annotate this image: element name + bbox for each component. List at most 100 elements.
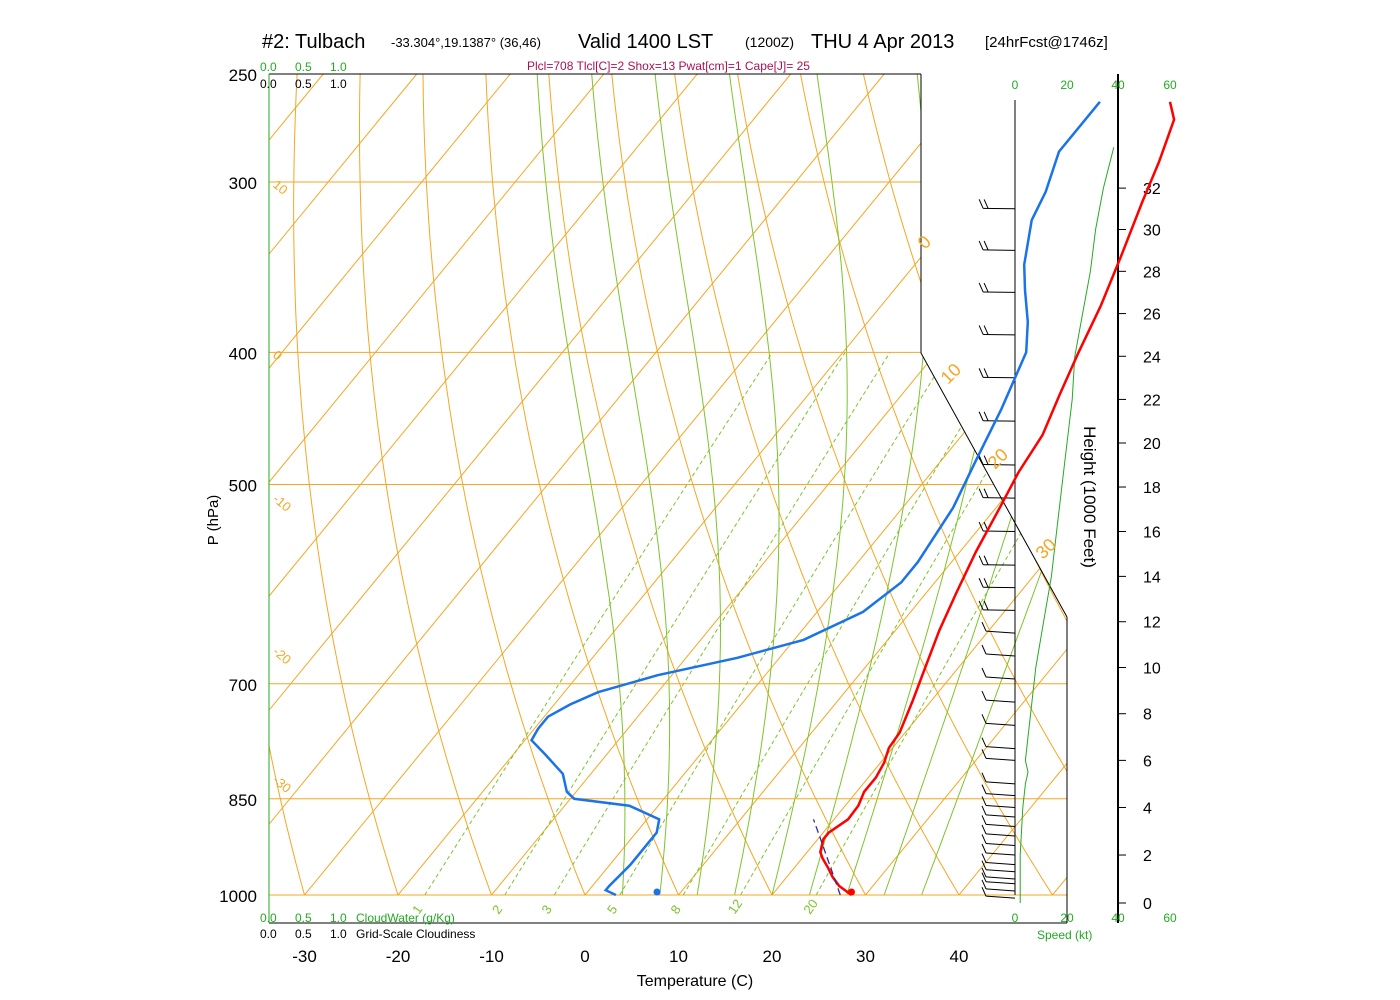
wind-barb-flag (983, 488, 989, 498)
wind-barb (981, 843, 1016, 856)
parcel-series (812, 819, 841, 896)
wind-barb-flag (981, 796, 987, 806)
moist-adiabat (654, 74, 721, 895)
height-tick-label: 2 (1143, 848, 1152, 865)
wind-barb-shaft (985, 793, 1016, 797)
wind-speed-line (1019, 147, 1115, 903)
wind-barb-shaft (985, 699, 1016, 703)
mixing-ratio-label: 5 (604, 902, 620, 917)
isotherm-line (865, 648, 1067, 895)
dry-adiabat (154, 50, 218, 924)
wind-barb-shaft (985, 888, 1016, 892)
cloudiness-tick: 1.0 (330, 927, 347, 941)
wind-barb-shaft (985, 653, 1016, 657)
wind-barb (978, 600, 1016, 611)
height-tick-label: 8 (1143, 707, 1152, 724)
height-tick-label: 28 (1143, 264, 1161, 281)
wind-barb (981, 805, 1016, 818)
mixing-ratio-line (619, 352, 950, 895)
skew-label: -20 (270, 644, 294, 668)
wind-barb-flag (978, 600, 984, 611)
forecast-date: THU 4 Apr 2013 (811, 31, 954, 53)
speed-tick: 40 (1111, 911, 1125, 925)
wind-barb-flag (981, 667, 987, 678)
y-axis-label: P (hPa) (205, 495, 222, 546)
height-tick-label: 12 (1143, 615, 1161, 632)
wind-barb-flag (981, 737, 987, 747)
wind-barb-flag (981, 879, 987, 890)
wind-barb-flag (983, 600, 989, 611)
wind-barb (978, 368, 1016, 379)
wind-barb (981, 667, 1016, 680)
isotherm-line (269, 74, 605, 483)
wind-barb-flag (981, 824, 987, 835)
cloudiness-tick: 0.0 (260, 927, 277, 941)
station-coords: -33.304°,19.1387° (36,46) (391, 35, 541, 50)
moist-adiabat (921, 499, 1067, 895)
mixing-ratio-line (504, 352, 846, 895)
wind-barb-flag (981, 772, 987, 783)
wind-barb-flag (981, 886, 987, 897)
wind-barb-flag (983, 199, 989, 209)
wind-barb-flag (981, 872, 987, 882)
isobar-lines (269, 181, 1067, 896)
speed-scale-bottom: 0 20 40 60 (1012, 911, 1177, 925)
dry-adiabat (293, 74, 399, 895)
moist-adiabat (771, 74, 848, 895)
dry-adiabat (359, 74, 493, 895)
wind-barb (981, 867, 1016, 880)
temperature-tick-label: -30 (292, 947, 317, 966)
wind-barb (981, 644, 1016, 657)
wind-barb-shaft (985, 814, 1016, 818)
wind-barb-shaft (985, 852, 1016, 856)
wind-barb-flag (978, 555, 984, 565)
height-tick-label: 6 (1143, 753, 1152, 770)
dry-adiabat (611, 74, 867, 895)
temperature-tick-label: 0 (580, 947, 589, 966)
isotherm-line (0, 74, 136, 895)
wind-barb (981, 772, 1016, 785)
isotherm-line (269, 74, 511, 369)
temperature-tick-label: 30 (856, 947, 875, 966)
isotherm-line (0, 74, 230, 895)
wind-barb-flag (978, 325, 984, 335)
dry-adiabat (548, 74, 773, 895)
moist-adiabat (536, 74, 626, 895)
cloudwater-tick: 0.0 (260, 911, 277, 925)
mixing-ratio-labels: 1 2 3 5 8 12 20 (409, 896, 821, 916)
wind-barb (978, 240, 1016, 251)
wind-barb-flag (981, 749, 987, 759)
wind-barb-flag (981, 867, 987, 878)
upper-mask (921, 74, 1067, 617)
mixing-ratio-label: 8 (667, 902, 683, 917)
wind-barb (981, 853, 1016, 866)
wind-barb (978, 488, 1016, 499)
wind-barb (981, 690, 1016, 703)
wind-barb-flag (981, 853, 987, 863)
cloudwater-tick: 0.0 (260, 60, 277, 74)
wind-barb-flag (983, 455, 989, 465)
wind-barb (981, 834, 1016, 846)
mixing-ratio-label: 3 (538, 902, 554, 917)
pressure-tick-label: 850 (229, 791, 257, 810)
speed-tick: 0 (1012, 78, 1019, 92)
temperature-tick-label: -10 (479, 947, 504, 966)
skew-label: 10 (270, 177, 291, 198)
wind-barb-shaft (985, 676, 1016, 680)
wind-barb-flag (978, 488, 984, 498)
cloudiness-scale-top: 0.0 0.5 1.0 (260, 77, 347, 91)
pressure-tick-label: 700 (229, 676, 257, 695)
isotherm-line (1146, 74, 1400, 895)
pressure-tick-label: 400 (229, 344, 257, 363)
wind-barb-flag (978, 199, 984, 209)
skew-label: -10 (270, 491, 294, 515)
wind-barb-flag (981, 784, 987, 794)
dry-adiabat (737, 74, 1054, 895)
speed-tick: 20 (1060, 911, 1074, 925)
speed-label: Speed (kt) (1037, 928, 1092, 942)
height-tick-label: 14 (1143, 569, 1161, 586)
cloudwater-tick: 0.5 (295, 60, 312, 74)
isotherm-line (269, 74, 418, 255)
valid-time: Valid 1400 LST (578, 31, 713, 53)
skew-label: -30 (270, 772, 294, 796)
